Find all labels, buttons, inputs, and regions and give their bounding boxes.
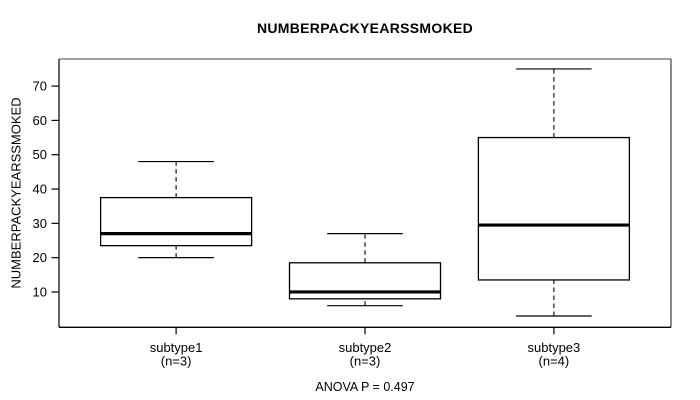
boxplot-subtype2: subtype2(n=3)	[288, 233, 442, 369]
boxplot-subtype1: subtype1(n=3)	[99, 160, 253, 369]
x-category-label: subtype1	[150, 340, 203, 355]
x-category-label: subtype3	[528, 340, 581, 355]
y-tick-label: 30	[33, 216, 47, 231]
x-count-label: (n=3)	[350, 354, 381, 369]
chart-title: NUMBERPACKYEARSSMOKED	[256, 20, 474, 36]
y-tick-label: 40	[33, 182, 47, 197]
x-count-label: (n=4)	[539, 354, 570, 369]
y-tick-label: 10	[33, 284, 47, 299]
y-tick-label: 50	[33, 147, 47, 162]
iqr-box	[99, 196, 253, 247]
y-tick-label: 70	[33, 79, 47, 94]
x-count-label: (n=3)	[161, 354, 192, 369]
y-tick-label: 20	[33, 250, 47, 265]
anova-p-label: ANOVA P = 0.497	[315, 380, 415, 394]
x-category-label: subtype2	[339, 340, 392, 355]
iqr-box	[477, 136, 631, 281]
y-tick-label: 60	[33, 113, 47, 128]
boxplot-subtype3: subtype3(n=4)	[477, 68, 631, 369]
